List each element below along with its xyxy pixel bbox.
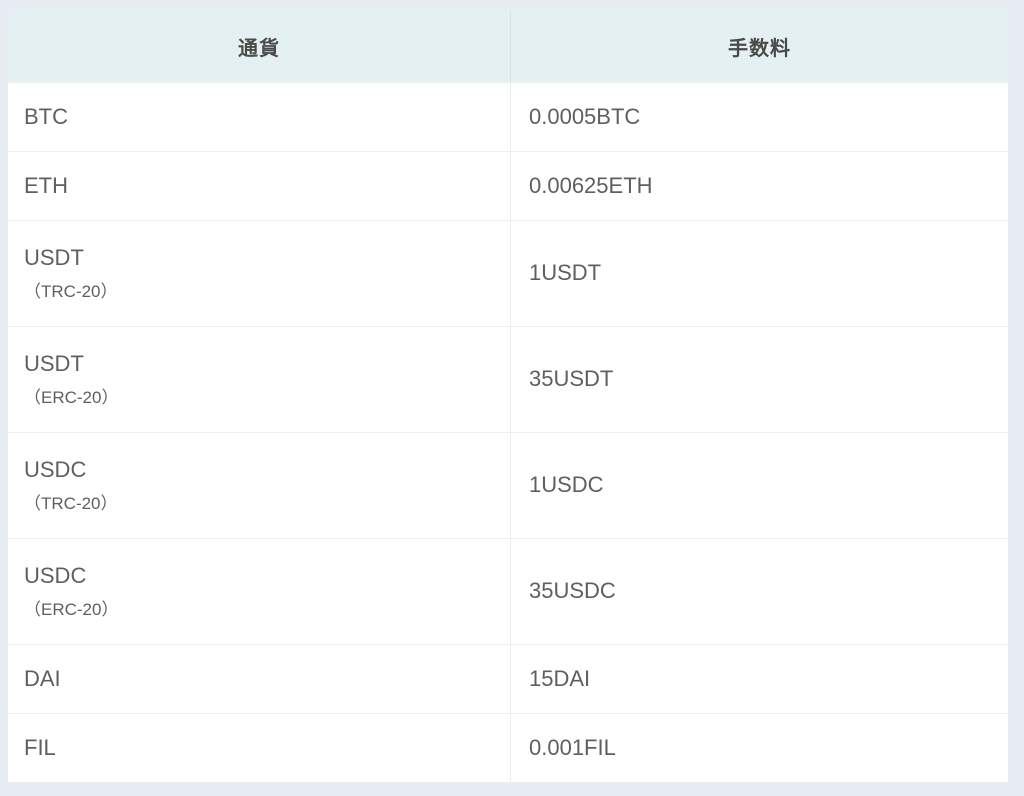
currency-cell: USDC （ERC-20） [8, 539, 510, 644]
currency-name: USDC [24, 457, 87, 483]
currency-name: BTC [24, 103, 68, 129]
fee-value: 35USDT [529, 366, 614, 392]
currency-cell: BTC [8, 83, 510, 151]
network-label: （TRC-20） [24, 493, 118, 513]
currency-name: USDC [24, 563, 87, 589]
table-row-usdt-trc20: USDT （TRC-20） 1USDT [8, 220, 1008, 326]
column-header-fee: 手数料 [510, 10, 1008, 82]
currency-cell: DAI [8, 645, 510, 713]
currency-cell: USDC （TRC-20） [8, 433, 510, 538]
currency-cell: FIL [8, 714, 510, 782]
currency-name: USDT [24, 245, 84, 271]
fee-value: 0.0005BTC [529, 103, 641, 129]
fee-value: 15DAI [529, 665, 591, 691]
fee-value: 35USDC [529, 578, 616, 604]
currency-name: DAI [24, 665, 61, 691]
fee-value: 1USDC [529, 472, 604, 498]
network-label: （ERC-20） [24, 599, 119, 619]
table-row-fil: FIL 0.001FIL [8, 713, 1008, 782]
currency-cell: USDT （ERC-20） [8, 327, 510, 432]
fee-cell: 0.00625ETH [510, 152, 1008, 220]
table-row-usdt-erc20: USDT （ERC-20） 35USDT [8, 326, 1008, 432]
column-header-currency: 通貨 [238, 37, 280, 60]
table-row-eth: ETH 0.00625ETH [8, 151, 1008, 220]
fee-cell: 35USDC [510, 539, 1008, 644]
fee-cell: 1USDC [510, 433, 1008, 538]
fee-cell: 1USDT [510, 221, 1008, 326]
fee-value: 1USDT [529, 260, 602, 286]
network-label: （ERC-20） [24, 387, 119, 407]
fee-value: 0.00625ETH [529, 172, 653, 198]
table-header-row: 通貨 手数料 [8, 10, 1008, 82]
fee-value: 0.001FIL [529, 734, 616, 760]
currency-cell: ETH [8, 152, 510, 220]
table-row-usdc-trc20: USDC （TRC-20） 1USDC [8, 432, 1008, 538]
fee-cell: 0.001FIL [510, 714, 1008, 782]
fee-cell: 0.0005BTC [510, 83, 1008, 151]
network-label: （TRC-20） [24, 281, 118, 301]
table-row-usdc-erc20: USDC （ERC-20） 35USDC [8, 538, 1008, 644]
currency-name: USDT [24, 351, 84, 377]
currency-cell: USDT （TRC-20） [8, 221, 510, 326]
currency-name: ETH [24, 172, 68, 198]
table-row-btc: BTC 0.0005BTC [8, 82, 1008, 151]
crypto-fee-table: 通貨 手数料 BTC 0.0005BTC ETH 0.00625ETH USDT… [8, 10, 1008, 782]
fee-cell: 35USDT [510, 327, 1008, 432]
fee-cell: 15DAI [510, 645, 1008, 713]
currency-name: FIL [24, 734, 56, 760]
table-row-dai: DAI 15DAI [8, 644, 1008, 713]
